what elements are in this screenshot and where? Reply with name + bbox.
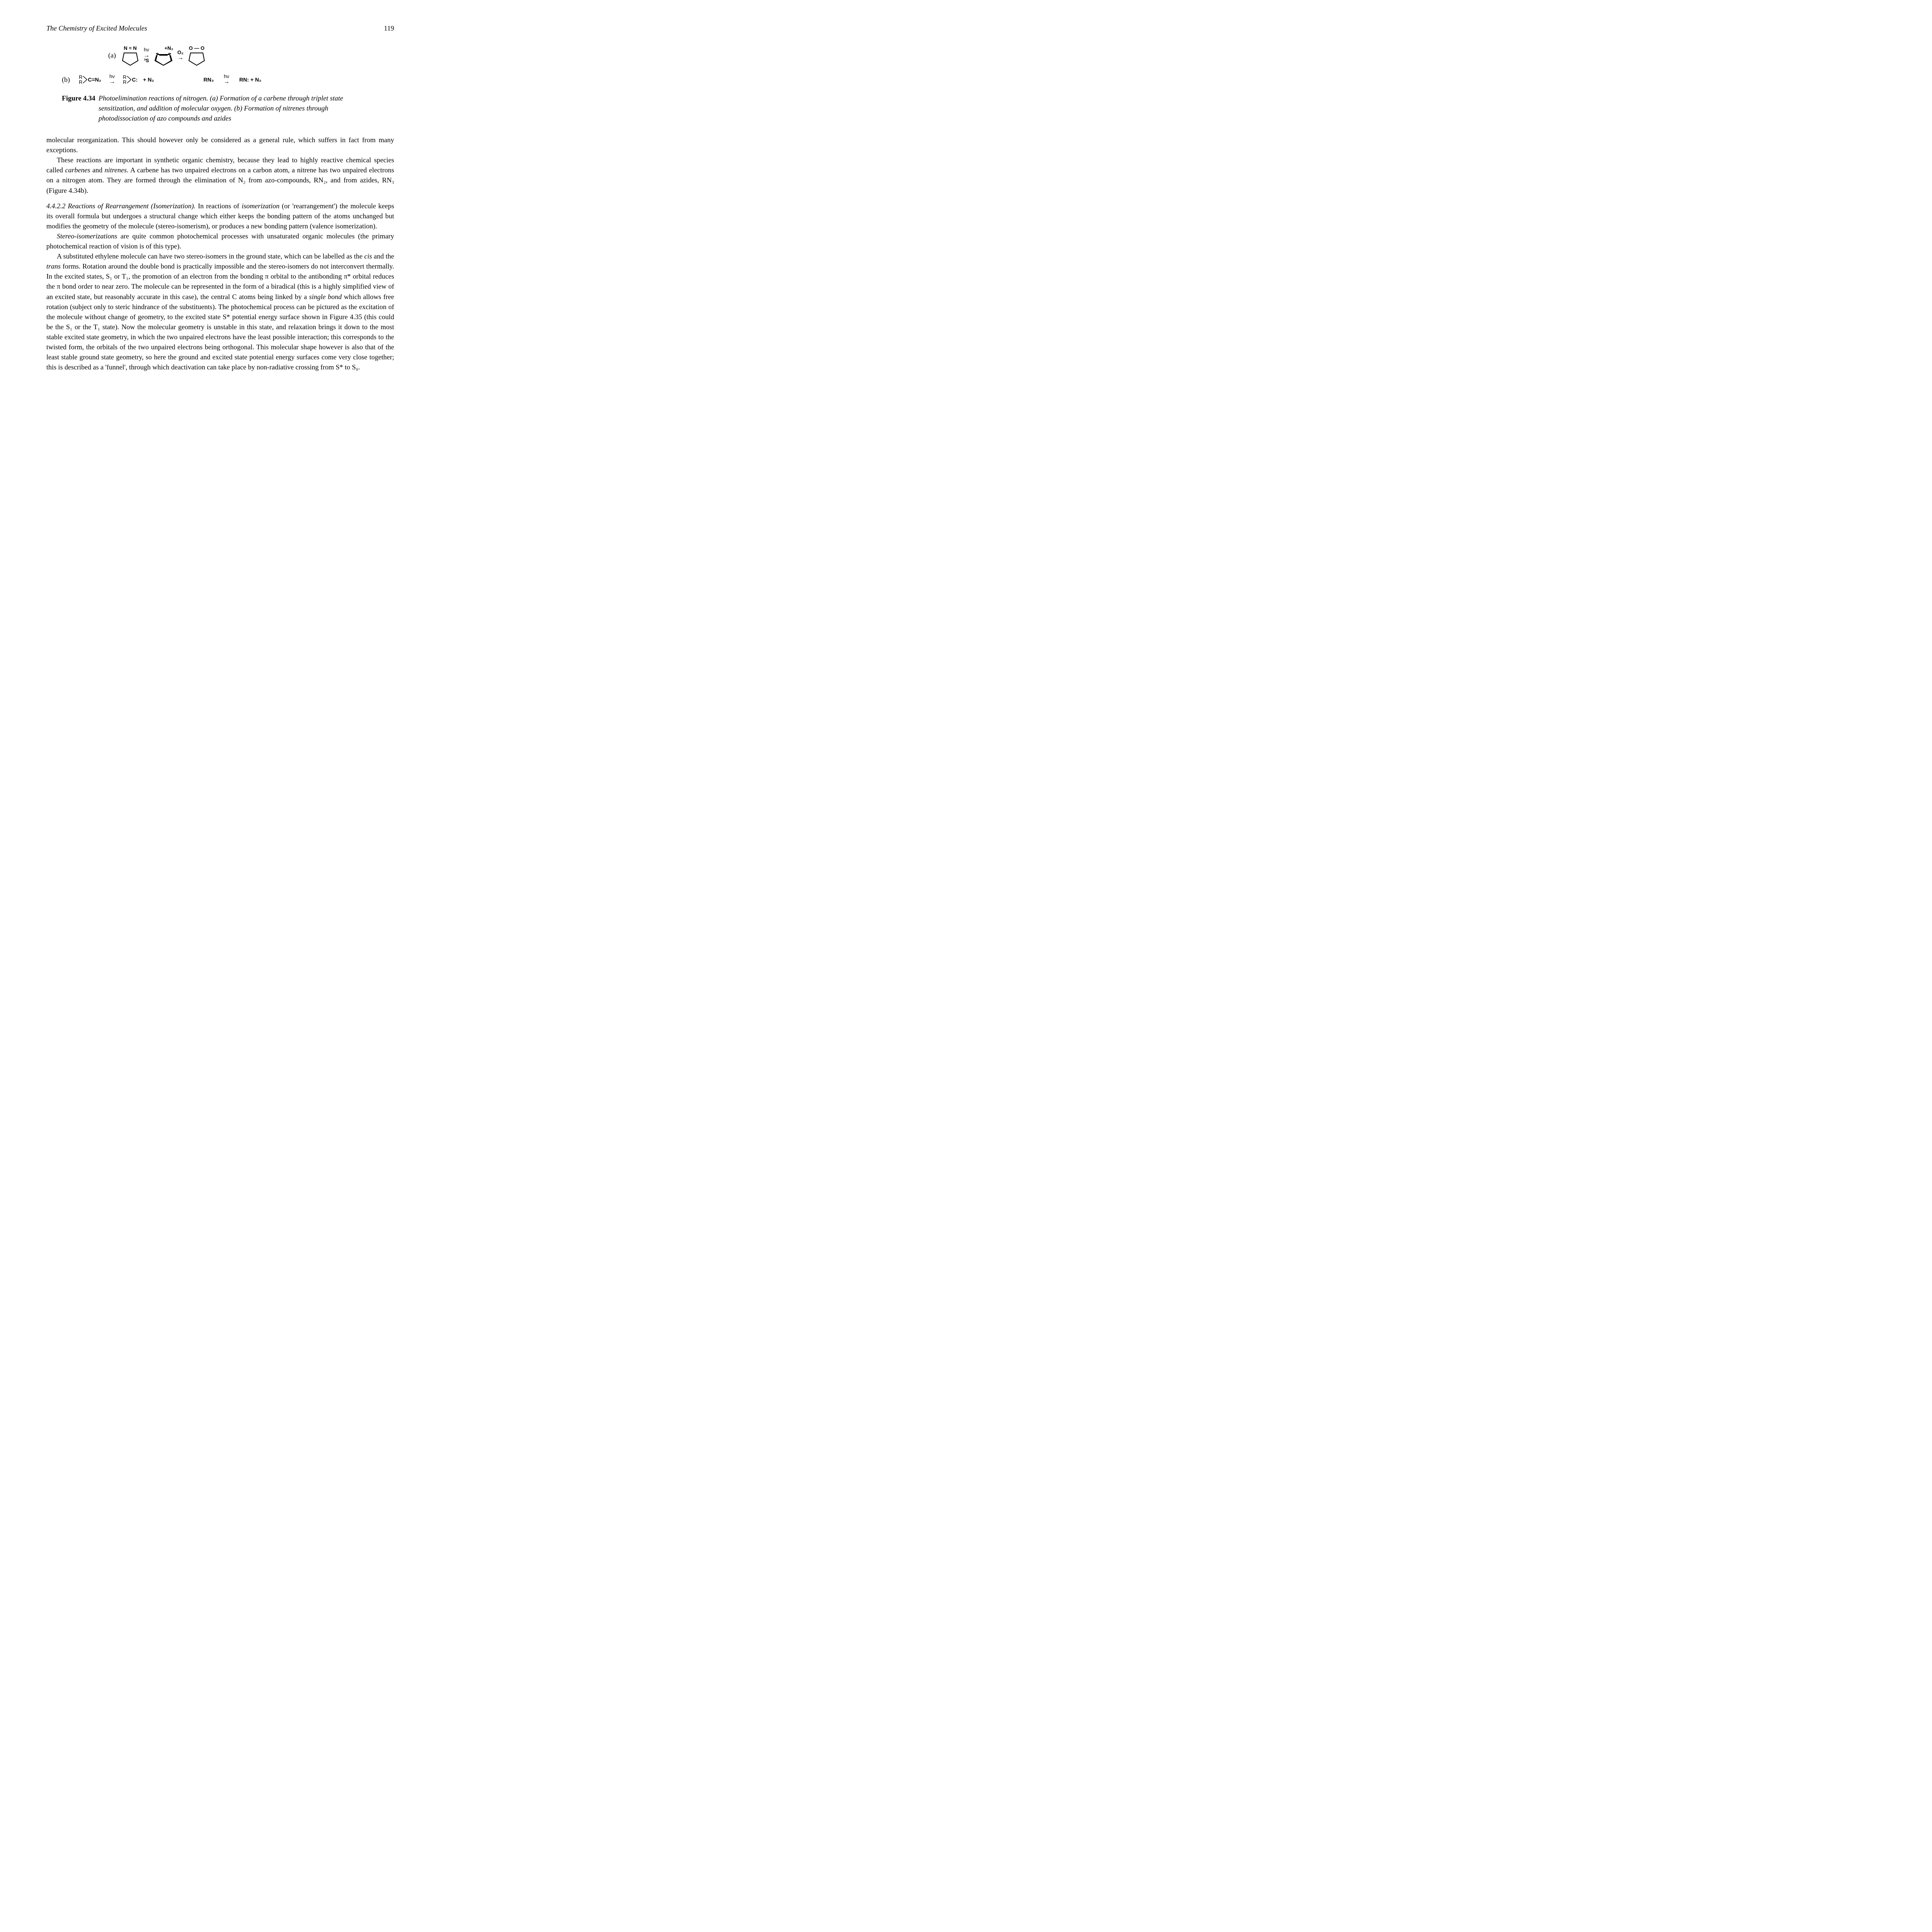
bracket-icon xyxy=(82,75,88,85)
figure-4-34: (a) N = N hν → ³S +N₂ O₂ → xyxy=(62,45,379,123)
pentagon-icon xyxy=(122,52,139,66)
row-b-label: (b) xyxy=(62,75,70,85)
figure-caption-text: Photoelimination reactions of nitrogen. … xyxy=(99,93,379,123)
nitrenes-term: nitrenes xyxy=(105,166,127,174)
paragraph-2: 4.4.2.2 Reactions of Rearrangement (Isom… xyxy=(46,201,394,231)
page-number: 119 xyxy=(384,23,394,33)
azide-reaction: RN₃ hν → RN: + N₂ xyxy=(204,74,262,85)
single-bond-term: single bond xyxy=(309,293,342,301)
figure-caption: Figure 4.34 Photoelimination reactions o… xyxy=(62,93,379,123)
r-stack-left: R R xyxy=(79,75,82,85)
row-a-label: (a) xyxy=(108,50,116,60)
arrow-icon: → xyxy=(223,78,230,85)
oo-label: O — O xyxy=(189,45,204,52)
r-label: R xyxy=(79,80,82,85)
stereo-isomerizations-term: Stereo-isomerizations xyxy=(57,232,117,240)
r-label: R xyxy=(79,75,82,80)
reaction-row-a: (a) N = N hν → ³S +N₂ O₂ → xyxy=(108,45,379,66)
plus-n2-label: + N₂ xyxy=(143,76,154,83)
r-label: R xyxy=(123,75,126,80)
text-run: A substituted ethylene molecule can have… xyxy=(57,252,364,260)
pentagon-icon xyxy=(188,52,205,66)
nn-label: N = N xyxy=(124,45,137,52)
r2c-carbene-fragment: R R C: + N₂ xyxy=(123,75,154,85)
r-label: R xyxy=(123,80,126,85)
cis-term: cis xyxy=(364,252,372,260)
arrow-hv-b1: hν → xyxy=(109,74,115,85)
pentagon-nn: N = N xyxy=(122,45,139,66)
arrow-icon: → xyxy=(177,54,184,61)
text-run: and xyxy=(90,166,105,174)
arrow-icon: → xyxy=(109,78,115,85)
bracket-icon xyxy=(126,75,132,85)
pentagon-open-icon xyxy=(154,52,173,66)
sens-label: ³S xyxy=(144,58,149,63)
running-header: The Chemistry of Excited Molecules 119 xyxy=(46,23,394,33)
paragraph-4: A substituted ethylene molecule can have… xyxy=(46,251,394,372)
arrow-hv-3s: hν → ³S xyxy=(143,47,150,63)
section-heading: 4.4.2.2 Reactions of Rearrangement (Isom… xyxy=(46,202,196,210)
arrow-hv-b2: hν → xyxy=(223,74,230,85)
text-run: and the xyxy=(372,252,394,260)
figure-number: Figure 4.34 xyxy=(62,93,99,123)
cn2-label: C=N₂ xyxy=(88,76,101,83)
pentagon-biradical: +N₂ xyxy=(154,45,173,66)
reaction-row-b: (b) R R C=N₂ hν → R R C: + N₂ xyxy=(62,74,379,85)
c-carbene-label: C: xyxy=(132,76,138,83)
pentagon-oo: O — O xyxy=(188,45,205,66)
r-stack-right: R R xyxy=(123,75,126,85)
rn3-label: RN₃ xyxy=(204,76,214,83)
text-run: which allows free rotation (subject only… xyxy=(46,293,394,371)
running-title: The Chemistry of Excited Molecules xyxy=(46,23,147,33)
paragraph-3: Stereo-isomerizations are quite common p… xyxy=(46,231,394,251)
rn-n2-label: RN: + N₂ xyxy=(239,76,261,83)
isomerization-term: isomerization xyxy=(242,202,279,210)
r2c-n2-fragment: R R C=N₂ xyxy=(79,75,101,85)
paragraph-1a: molecular reorganization. This should ho… xyxy=(46,135,394,155)
plus-n2-label: +N₂ xyxy=(165,45,173,52)
arrow-o2: O₂ → xyxy=(177,50,184,61)
paragraph-1b: These reactions are important in synthet… xyxy=(46,155,394,195)
text-run: In reactions of xyxy=(196,202,242,210)
trans-term: trans xyxy=(46,262,61,270)
carbenes-term: carbenes xyxy=(65,166,90,174)
